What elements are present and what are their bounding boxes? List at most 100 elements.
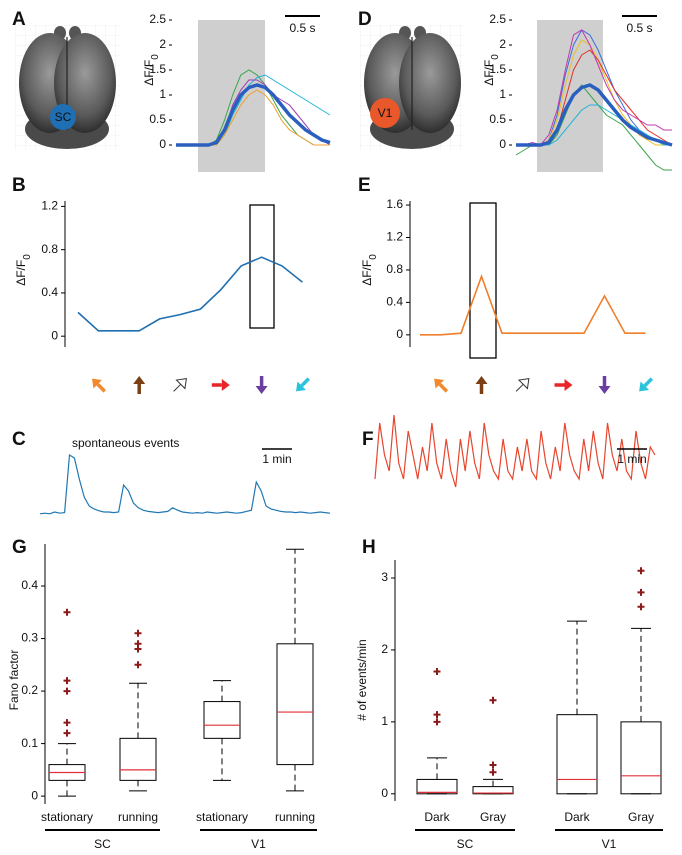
y-axis-label-main: Fano factor <box>7 650 21 711</box>
y-tick-label: 0.4 <box>21 578 38 592</box>
y-axis-label: ΔF/F0 <box>14 254 33 286</box>
x-tick-label: stationary <box>196 810 248 824</box>
panel-letter: H <box>362 537 376 558</box>
x-tick-label: Dark <box>564 810 590 824</box>
direction-arrow-head <box>221 379 230 391</box>
direction-arrow-shaft <box>515 383 524 392</box>
direction-arrow-head <box>296 381 306 392</box>
y-axis-label: ΔF/F0 <box>142 54 161 86</box>
box <box>416 778 458 795</box>
box <box>620 721 662 795</box>
region-label: V1 <box>378 106 393 120</box>
brain-image <box>14 24 121 151</box>
group-label: V1 <box>251 837 266 851</box>
y-axis-label-main: ΔF/F <box>142 60 156 86</box>
y-tick-label: 1 <box>499 87 506 101</box>
y-tick-label: 2.5 <box>149 12 166 26</box>
outlier <box>63 729 71 737</box>
scale-bar-label: 1 min <box>617 452 646 466</box>
outlier <box>637 567 645 575</box>
mean-trace <box>176 83 331 147</box>
y-tick-label: 1.5 <box>149 62 166 76</box>
calcium-trace <box>374 414 656 488</box>
group-label: SC <box>457 837 474 851</box>
y-axis-label-sub: 0 <box>22 254 33 260</box>
box <box>472 786 514 795</box>
scale-bar-label: 0.5 s <box>289 21 315 35</box>
outlier <box>63 719 71 727</box>
group-label: SC <box>94 837 111 851</box>
y-tick-label: 2 <box>159 37 166 51</box>
highlight-box <box>249 204 275 329</box>
y-axis-label-main: # of events/min <box>355 639 369 720</box>
y-axis-label-main: ΔF/F <box>360 260 374 286</box>
outlier <box>489 768 497 776</box>
y-axis-label: Fano factor <box>7 650 21 711</box>
y-tick-label: 0.2 <box>21 683 38 697</box>
tuning-curve <box>77 256 303 332</box>
mean-trace <box>516 83 673 147</box>
y-axis-label-main: ΔF/F <box>482 60 496 86</box>
y-tick-label: 0.5 <box>489 112 506 126</box>
y-axis-label-sub: 0 <box>368 254 379 260</box>
direction-arrow-shaft <box>300 377 311 387</box>
stimulus-shading <box>198 20 265 172</box>
direction-arrow-head <box>434 378 445 389</box>
box <box>556 714 598 795</box>
trace-title: spontaneous events <box>72 436 179 450</box>
y-tick-label: 0 <box>159 137 166 151</box>
stimulus-shading <box>537 20 603 172</box>
outlier <box>134 629 142 637</box>
y-tick-label: 0.5 <box>149 112 166 126</box>
y-tick-label: 1.2 <box>41 199 58 213</box>
outlier <box>489 696 497 704</box>
panel-letter: E <box>358 175 371 196</box>
y-tick-label: 1.5 <box>489 62 506 76</box>
direction-arrow-shaft <box>96 383 107 393</box>
group-label: V1 <box>602 837 617 851</box>
outlier <box>134 645 142 653</box>
direction-arrow-head <box>92 378 102 389</box>
direction-arrow-head <box>564 379 573 391</box>
outlier <box>433 668 441 676</box>
y-axis-label: ΔF/F0 <box>360 254 379 286</box>
direction-arrow-head <box>255 386 268 394</box>
y-tick-label: 0 <box>31 788 38 802</box>
outlier <box>489 761 497 769</box>
direction-arrow-shaft <box>643 377 654 387</box>
y-tick-label: 0.8 <box>386 262 403 276</box>
region-marker <box>50 104 76 130</box>
box <box>203 701 241 739</box>
box <box>119 737 157 781</box>
y-tick-label: 0.4 <box>41 285 58 299</box>
direction-arrow-head <box>639 381 650 392</box>
panel-letter: B <box>12 175 26 196</box>
box <box>276 643 314 766</box>
outlier <box>134 661 142 669</box>
outlier <box>433 718 441 726</box>
y-axis-label: ΔF/F0 <box>482 54 501 86</box>
direction-arrow-head <box>175 378 187 390</box>
x-tick-label: running <box>275 810 315 824</box>
x-tick-label: Gray <box>480 810 506 824</box>
y-axis-label-sub: 0 <box>150 54 161 60</box>
outlier <box>433 711 441 719</box>
direction-arrow-head <box>475 376 488 384</box>
y-tick-label: 1.6 <box>386 197 403 211</box>
y-tick-label: 3 <box>381 570 388 584</box>
y-tick-label: 0 <box>499 137 506 151</box>
y-tick-label: 0 <box>51 328 58 342</box>
x-tick-label: Gray <box>628 810 654 824</box>
y-tick-label: 1 <box>381 714 388 728</box>
brain-image <box>359 24 466 151</box>
region-marker <box>370 98 400 128</box>
y-tick-label: 1 <box>159 87 166 101</box>
y-tick-label: 2.5 <box>489 12 506 26</box>
y-tick-label: 0.1 <box>21 736 38 750</box>
region-label: SC <box>55 110 72 124</box>
direction-arrow-head <box>517 378 530 390</box>
scale-bar-label: 0.5 s <box>626 21 652 35</box>
y-axis-label: # of events/min <box>355 639 369 720</box>
y-axis-label-sub: 0 <box>490 54 501 60</box>
